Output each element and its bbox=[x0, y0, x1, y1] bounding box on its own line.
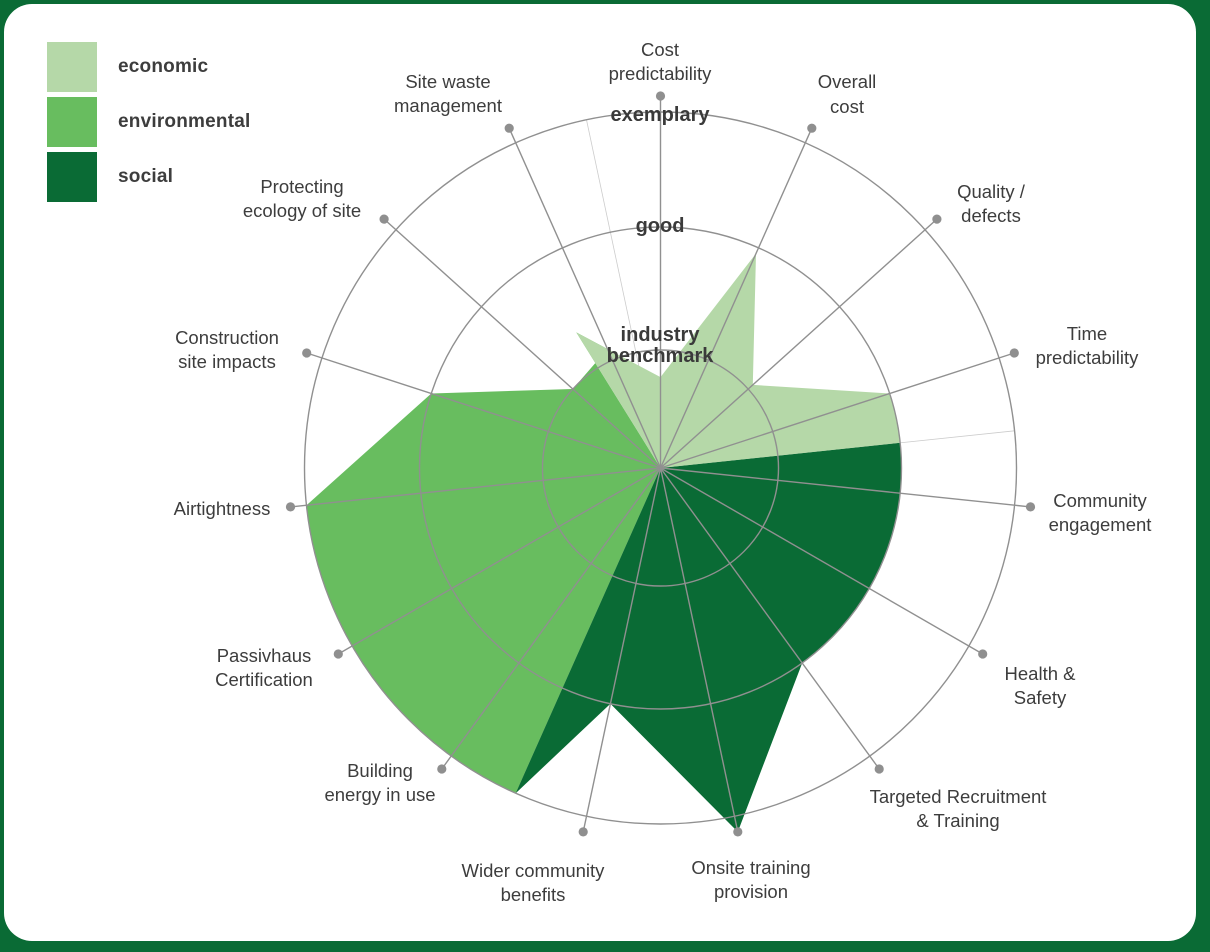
spoke-label: Community engagement bbox=[1049, 490, 1152, 535]
spoke-line bbox=[337, 467, 661, 655]
legend-label: economic bbox=[118, 56, 209, 77]
spoke-end-dot bbox=[733, 827, 743, 837]
spoke-end-dot bbox=[1009, 348, 1019, 358]
spoke-label: Onsite training provision bbox=[691, 857, 810, 902]
legend-item-environmental: environmental bbox=[47, 97, 250, 147]
spoke-label: Protecting ecology of site bbox=[243, 176, 361, 221]
spoke-end-dot bbox=[978, 649, 988, 659]
spoke-label: Health & Safety bbox=[1005, 663, 1077, 708]
region-social bbox=[515, 442, 902, 832]
spoke-line bbox=[660, 467, 984, 655]
spoke-line bbox=[508, 127, 662, 469]
ring-label-industry-benchmark: industry benchmark bbox=[607, 324, 715, 367]
spoke-end-dot bbox=[578, 827, 588, 837]
spoke-line bbox=[441, 467, 662, 770]
region-environmental bbox=[306, 332, 661, 794]
spoke-line bbox=[660, 352, 1015, 469]
spoke-label: Wider community benefits bbox=[462, 860, 606, 905]
spoke-line bbox=[383, 218, 661, 469]
spoke-line bbox=[290, 467, 661, 508]
spoke-end-dot bbox=[1025, 502, 1036, 512]
legend-label: environmental bbox=[118, 111, 251, 132]
spoke-end-dot bbox=[379, 214, 389, 224]
spoke-end-dot bbox=[874, 764, 884, 774]
spoke-end-dot bbox=[504, 123, 514, 133]
legend-item-economic: economic bbox=[47, 42, 250, 92]
spoke-line bbox=[582, 467, 662, 833]
spoke-end-dot bbox=[302, 348, 312, 358]
legend-item-social: social bbox=[47, 152, 250, 202]
spoke-end-dot bbox=[807, 123, 817, 133]
spoke-end-dot bbox=[932, 214, 942, 224]
spoke-label: Site waste management bbox=[394, 71, 502, 116]
spoke-label: Construction site impacts bbox=[175, 327, 279, 372]
region-economic bbox=[576, 253, 901, 468]
legend-swatch-economic bbox=[47, 42, 97, 92]
spoke-line bbox=[660, 467, 1031, 508]
spoke-label: Passivhaus Certification bbox=[215, 645, 313, 690]
spoke-label: Airtightness bbox=[174, 498, 271, 519]
spoke-line bbox=[659, 467, 880, 770]
spoke-end-dot bbox=[437, 764, 447, 774]
spoke-label: Targeted Recruitment & Training bbox=[870, 786, 1047, 831]
spoke-end-dot bbox=[333, 649, 343, 659]
spoke-label: Quality / defects bbox=[957, 181, 1026, 226]
legend: economic environmental social bbox=[47, 42, 250, 207]
spoke-line bbox=[659, 127, 813, 469]
spoke-line bbox=[306, 352, 661, 469]
legend-swatch-environmental bbox=[47, 97, 97, 147]
spoke-label: Time predictability bbox=[1036, 323, 1140, 368]
spoke-label: Cost predictability bbox=[609, 39, 713, 84]
ring-label-good: good bbox=[636, 215, 685, 237]
spoke-label: Overall cost bbox=[818, 71, 877, 117]
legend-swatch-social bbox=[47, 152, 97, 202]
spoke-line bbox=[659, 467, 739, 833]
legend-label: social bbox=[118, 166, 174, 187]
spoke-label: Building energy in use bbox=[324, 760, 435, 805]
ring-label-exemplary: exemplary bbox=[611, 104, 711, 126]
spoke-line bbox=[660, 218, 938, 469]
spoke-end-dot bbox=[285, 502, 296, 512]
spoke-end-dot bbox=[655, 91, 666, 101]
